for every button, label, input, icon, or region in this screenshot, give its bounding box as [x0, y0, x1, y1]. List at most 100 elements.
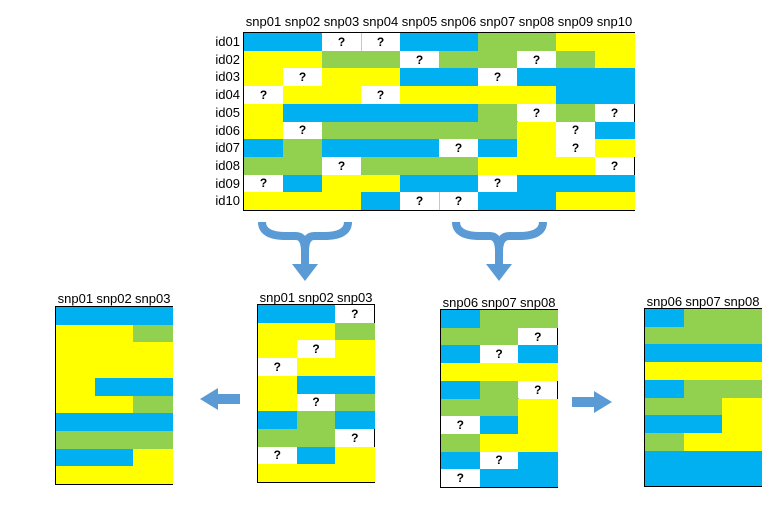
genotype-matrix-imputed-b: [644, 308, 763, 487]
genotype-cell: [361, 192, 401, 211]
genotype-cell: [518, 469, 558, 488]
genotype-cell: [439, 68, 479, 87]
genotype-cell: [244, 68, 284, 87]
genotype-cell: [133, 448, 173, 467]
genotype-cell: [400, 156, 440, 176]
genotype-cell: [645, 397, 685, 416]
missing-genotype-cell: ?: [441, 416, 480, 434]
genotype-cell: [335, 446, 375, 465]
genotype-cell: [283, 86, 323, 105]
column-header-snp06: snp06: [440, 14, 477, 29]
genotype-cell: [645, 362, 685, 381]
genotype-cell: [439, 33, 479, 52]
genotype-cell: [479, 327, 519, 346]
arrow-shaft: [572, 397, 596, 407]
column-header-snp07: snp07: [685, 294, 721, 309]
genotype-cell: [478, 86, 518, 105]
genotype-cell: [400, 139, 440, 158]
genotype-cell: [479, 380, 519, 399]
brace-stroke-a: [452, 221, 503, 266]
genotype-cell: [441, 310, 481, 329]
genotype-cell: [361, 139, 401, 158]
column-header-snp03: snp03: [337, 290, 373, 305]
genotype-cell: [322, 50, 362, 69]
column-header-snp03: snp03: [135, 291, 171, 306]
genotype-cell: [556, 86, 596, 105]
genotype-cell: [258, 411, 298, 430]
genotype-cell: [400, 103, 440, 122]
genotype-cell: [296, 375, 336, 394]
missing-genotype-cell: ?: [478, 68, 517, 87]
row-label-id07: id07: [215, 140, 240, 156]
genotype-cell: [296, 305, 336, 324]
genotype-cell: [645, 326, 685, 345]
genotype-cell: [478, 103, 518, 122]
missing-genotype-cell: ?: [296, 393, 336, 412]
missing-genotype-cell: ?: [361, 86, 400, 104]
genotype-cell: [335, 393, 375, 412]
row-label-id09: id09: [215, 175, 240, 191]
missing-genotype-cell: ?: [296, 340, 336, 359]
genotype-cell: [400, 121, 440, 140]
genotype-cell: [335, 322, 375, 341]
genotype-cell: [133, 395, 173, 414]
genotype-cell: [133, 342, 173, 361]
row-label-id03: id03: [215, 69, 240, 85]
genotype-cell: [517, 174, 557, 193]
genotype-cell: [94, 324, 134, 343]
genotype-cell: [133, 413, 173, 432]
genotype-matrix-subset-b: ??????: [440, 309, 559, 488]
missing-genotype-cell: ?: [322, 33, 361, 51]
genotype-cell: [133, 466, 173, 485]
genotype-cell: [439, 121, 479, 140]
genotype-cell: [479, 363, 519, 382]
row-label-id04: id04: [215, 87, 240, 103]
genotype-cell: [722, 397, 762, 416]
genotype-cell: [94, 466, 134, 485]
missing-genotype-cell: ?: [400, 192, 439, 210]
missing-genotype-cell: ?: [479, 345, 519, 364]
arrowhead-right: [594, 391, 612, 413]
column-header-snp08: snp08: [520, 295, 556, 310]
genotype-cell: [244, 121, 284, 140]
genotype-cell: [94, 307, 134, 326]
genotype-cell: [400, 174, 440, 193]
column-header-snp06: snp06: [646, 294, 683, 309]
column-header-snp07: snp07: [479, 14, 516, 29]
genotype-cell: [94, 342, 134, 361]
genotype-cell: [94, 360, 134, 379]
genotype-cell: [441, 451, 481, 470]
genotype-cell: [439, 50, 479, 69]
genotype-cell: [683, 432, 723, 452]
genotype-cell: [556, 174, 596, 193]
genotype-cell: [722, 344, 762, 363]
missing-genotype-cell: ?: [595, 103, 634, 122]
missing-genotype-cell: ?: [556, 139, 595, 157]
genotype-cell: [361, 103, 401, 122]
genotype-matrix-imputed-a: [55, 306, 174, 485]
genotype-cell: [556, 50, 596, 69]
genotype-cell: [479, 398, 519, 417]
genotype-cell: [439, 156, 479, 176]
genotype-cell: [296, 358, 336, 377]
genotype-cell: [94, 413, 134, 432]
genotype-matrix-subset-a: ??????: [257, 304, 376, 483]
genotype-cell: [518, 363, 558, 382]
row-label-id01: id01: [215, 34, 240, 49]
genotype-cell: [322, 139, 362, 158]
genotype-cell: [683, 397, 723, 416]
genotype-cell: [56, 448, 96, 467]
genotype-cell: [258, 322, 298, 341]
genotype-cell: [518, 310, 558, 329]
row-label-id02: id02: [215, 51, 240, 67]
genotype-cell: [478, 33, 518, 52]
missing-genotype-cell: ?: [517, 50, 556, 69]
row-label-id05: id05: [215, 104, 240, 120]
genotype-cell: [645, 468, 685, 487]
genotype-cell: [56, 377, 96, 396]
genotype-cell: [94, 377, 134, 396]
missing-genotype-cell: ?: [439, 192, 478, 210]
column-header-snp06: snp06: [442, 295, 479, 310]
genotype-cell: [441, 363, 481, 382]
genotype-cell: [722, 379, 762, 398]
